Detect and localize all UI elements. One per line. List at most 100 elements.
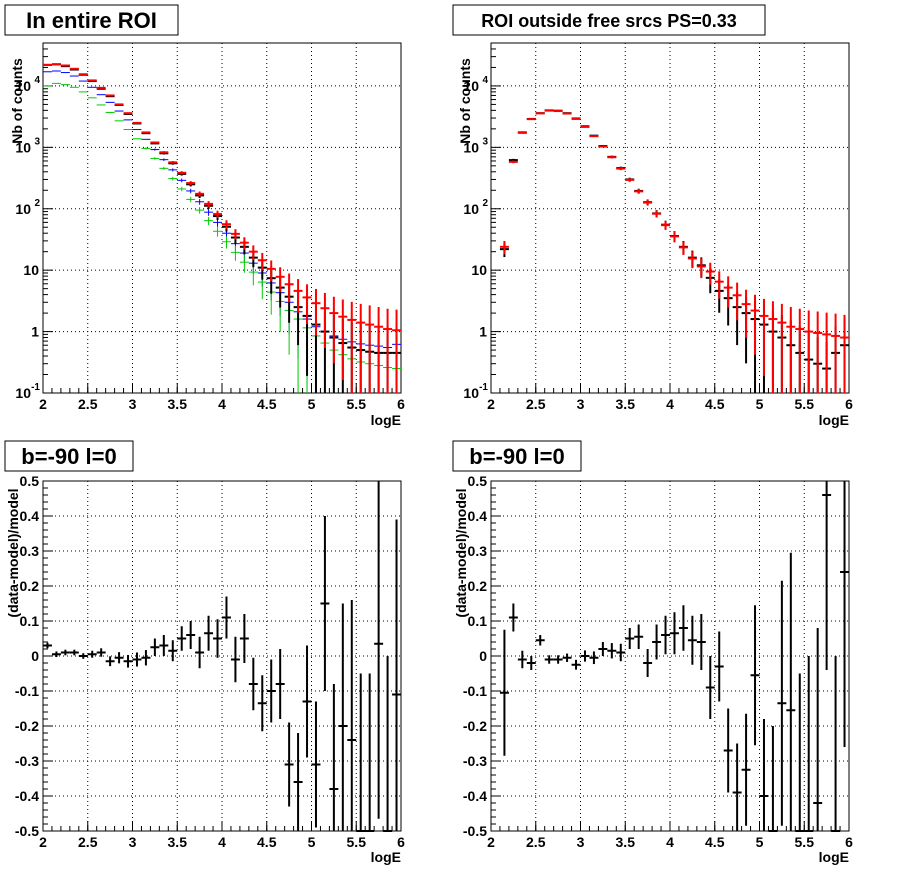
x-tick-label: 2 bbox=[39, 834, 47, 850]
x-axis-label: logE bbox=[819, 849, 849, 865]
y-tick-exponent: -1 bbox=[31, 382, 40, 393]
y-tick-label: 10 bbox=[463, 78, 479, 94]
plot-frame bbox=[490, 480, 850, 832]
y-tick-label: 0.3 bbox=[20, 543, 40, 559]
y-tick-label: 0.2 bbox=[468, 578, 488, 594]
y-tick-label: -0.4 bbox=[463, 788, 487, 804]
y-tick-label: 10 bbox=[471, 262, 487, 278]
y-tick-label: 0.5 bbox=[468, 473, 488, 489]
x-tick-label: 5.5 bbox=[347, 396, 367, 412]
x-tick-label: 3 bbox=[129, 834, 137, 850]
y-tick-label: 0 bbox=[479, 648, 487, 664]
y-tick-label: -0.1 bbox=[463, 683, 487, 699]
title-box bbox=[4, 440, 134, 472]
x-tick-label: 6 bbox=[845, 396, 853, 412]
x-axis-label: logE bbox=[819, 412, 849, 428]
y-tick-label: 0.5 bbox=[20, 473, 40, 489]
chart-title: In entire ROI bbox=[26, 8, 157, 33]
y-tick-label: -0.3 bbox=[15, 753, 39, 769]
x-tick-label: 2 bbox=[487, 834, 495, 850]
x-tick-label: 3.5 bbox=[168, 396, 188, 412]
x-tick-label: 3.5 bbox=[168, 834, 188, 850]
x-tick-label: 6 bbox=[397, 834, 405, 850]
pad-entire-roi: In entire ROI Nb of counts logE 2 2.5 3 3.5… bbox=[4, 4, 405, 428]
y-tick-label: 1 bbox=[479, 324, 487, 340]
y-tick-label: -0.1 bbox=[15, 683, 39, 699]
y-tick-label: 0.2 bbox=[20, 578, 40, 594]
x-tick-label: 5.5 bbox=[795, 834, 815, 850]
y-tick-label: 0.1 bbox=[468, 613, 488, 629]
pad-residual-right: b=-90 l=0 (data-model)/model logE 2 2.5 3 3… bbox=[452, 440, 853, 865]
y-tick-label: -0.2 bbox=[463, 718, 487, 734]
y-tick-label: 0.1 bbox=[20, 613, 40, 629]
x-tick-label: 3 bbox=[577, 396, 585, 412]
x-tick-label: 2.5 bbox=[78, 396, 98, 412]
x-tick-label: 4.5 bbox=[705, 834, 725, 850]
x-tick-label: 6 bbox=[845, 834, 853, 850]
x-tick-label: 4.5 bbox=[705, 396, 725, 412]
y-tick-label: 10 bbox=[15, 201, 31, 217]
x-tick-label: 4 bbox=[666, 834, 674, 850]
y-tick-label: -0.2 bbox=[15, 718, 39, 734]
y-tick-label: 0 bbox=[31, 648, 39, 664]
x-axis-label: logE bbox=[371, 412, 401, 428]
plot-area: 2 2.5 3 3.5 4 4.5 5 5.5 6 -0.5 -0.4 -0.3 -0.2 -0.1 0 0.… bbox=[15, 473, 405, 850]
x-tick-label: 3.5 bbox=[616, 396, 636, 412]
x-axis-label: logE bbox=[371, 849, 401, 865]
x-tick-label: 4.5 bbox=[257, 834, 277, 850]
x-tick-label: 3.5 bbox=[616, 834, 636, 850]
y-tick-label: 10 bbox=[23, 262, 39, 278]
y-tick-exponent: 3 bbox=[482, 136, 488, 147]
x-tick-label: 2 bbox=[487, 396, 495, 412]
y-tick-exponent: -1 bbox=[479, 382, 488, 393]
chart-title: b=-90 l=0 bbox=[21, 444, 116, 469]
y-tick-label: 10 bbox=[463, 201, 479, 217]
plot-area: 2 2.5 3 3.5 4 4.5 5 5.5 6 -0.5 -0.4 -0.3 -0.2 -0.1 0 0.… bbox=[463, 473, 853, 850]
x-tick-label: 4 bbox=[218, 834, 226, 850]
y-tick-label: 10 bbox=[15, 139, 31, 155]
y-tick-label: 10 bbox=[15, 78, 31, 94]
x-tick-label: 4 bbox=[218, 396, 226, 412]
y-tick-exponent: 3 bbox=[34, 136, 40, 147]
y-tick-label: -0.5 bbox=[15, 823, 39, 839]
x-tick-label: 2.5 bbox=[78, 834, 98, 850]
x-tick-label: 5.5 bbox=[347, 834, 367, 850]
chart-title: b=-90 l=0 bbox=[469, 444, 564, 469]
title-box bbox=[4, 4, 179, 36]
pad-roi-outside: ROI outside free srcs PS=0.33 Nb of coun… bbox=[452, 4, 853, 428]
y-tick-exponent: 2 bbox=[34, 198, 40, 209]
y-axis-label: Nb of counts bbox=[9, 58, 25, 144]
y-tick-label: 10 bbox=[463, 385, 479, 401]
y-axis-label: (data-model)/model bbox=[453, 488, 469, 617]
y-tick-exponent: 2 bbox=[482, 198, 488, 209]
y-tick-exponent: 4 bbox=[482, 75, 488, 86]
x-tick-label: 2 bbox=[39, 396, 47, 412]
y-tick-label: 10 bbox=[15, 385, 31, 401]
y-tick-label: 0.4 bbox=[468, 508, 488, 524]
x-tick-label: 5 bbox=[308, 834, 316, 850]
y-tick-label: 0.3 bbox=[468, 543, 488, 559]
x-tick-label: 5 bbox=[308, 396, 316, 412]
y-axis-label: Nb of counts bbox=[457, 58, 473, 144]
pad-residual-left: b=-90 l=0 (data-model)/model logE 2 2.5 3 3… bbox=[4, 440, 405, 865]
title-box bbox=[452, 440, 582, 472]
x-tick-label: 6 bbox=[397, 396, 405, 412]
title-box bbox=[452, 4, 766, 36]
x-tick-label: 4 bbox=[666, 396, 674, 412]
y-tick-exponent: 4 bbox=[34, 75, 40, 86]
y-tick-label: 10 bbox=[463, 139, 479, 155]
y-tick-label: 1 bbox=[31, 324, 39, 340]
y-tick-label: -0.4 bbox=[15, 788, 39, 804]
x-tick-label: 5.5 bbox=[795, 396, 815, 412]
plot-frame bbox=[42, 480, 402, 832]
y-tick-label: -0.3 bbox=[463, 753, 487, 769]
x-tick-label: 3 bbox=[129, 396, 137, 412]
x-tick-label: 3 bbox=[577, 834, 585, 850]
x-tick-label: 4.5 bbox=[257, 396, 277, 412]
chart-title: ROI outside free srcs PS=0.33 bbox=[481, 11, 737, 31]
y-tick-label: 0.4 bbox=[20, 508, 40, 524]
plot-frame bbox=[42, 42, 402, 394]
